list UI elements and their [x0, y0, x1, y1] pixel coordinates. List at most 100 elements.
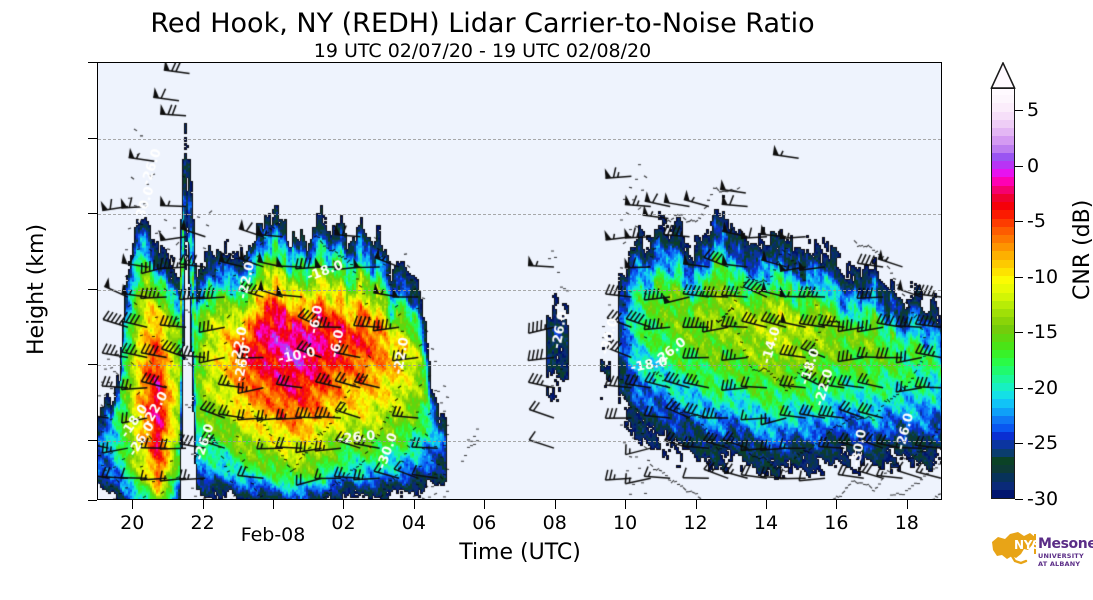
colorbar-band [992, 472, 1014, 482]
x-tick-label: 18 [894, 512, 919, 534]
x-tick-mark [413, 500, 415, 509]
y-axis-title: Height (km) [24, 223, 49, 355]
colorbar-tick-mark [1015, 499, 1023, 500]
x-tick-label: 16 [824, 512, 849, 534]
x-tick-label: 12 [683, 512, 708, 534]
colorbar-tick-mark [1015, 165, 1023, 167]
colorbar-band [992, 267, 1014, 277]
heatmap-canvas-layer [98, 63, 941, 499]
colorbar-band [992, 143, 1014, 153]
colorbar-band [992, 390, 1014, 400]
x-tick-mark [625, 500, 627, 509]
logo-divider [1034, 534, 1036, 554]
x-axis-title: Time (UTC) [459, 540, 581, 565]
colorbar-tick-label: -30 [1027, 488, 1059, 510]
colorbar-gradient [991, 88, 1015, 499]
x-tick-mark [273, 500, 275, 509]
colorbar-band [992, 259, 1014, 268]
x-tick-label: 06 [472, 512, 497, 534]
colorbar-band [992, 382, 1014, 392]
colorbar-band [992, 102, 1014, 112]
x-tick-mark [765, 500, 767, 509]
colorbar-tick-label: -15 [1027, 321, 1059, 344]
colorbar-tick-mark [1015, 332, 1023, 334]
colorbar-band [992, 168, 1014, 178]
colorbar-band [992, 234, 1014, 244]
colorbar: 5 0 -5 -10 -15 -20 -25 -30 [990, 62, 1058, 510]
nys-mesonet-logo: NYS Mesonet UNIVERSITY AT ALBANY [988, 524, 1093, 574]
colorbar-band [992, 275, 1014, 285]
colorbar-tick-label: -5 [1027, 210, 1046, 233]
x-tick-label: 08 [542, 512, 567, 534]
colorbar-band [992, 176, 1014, 186]
colorbar-band [992, 456, 1014, 466]
x-tick-label: 14 [753, 512, 779, 534]
page-subtitle: 19 UTC 02/07/20 - 19 UTC 02/08/20 [313, 40, 652, 62]
y-tick-mark [88, 137, 97, 139]
colorbar-extend-arrow [990, 62, 1016, 89]
colorbar-band [992, 127, 1014, 137]
colorbar-band [992, 333, 1014, 342]
x-tick-label: 20 [120, 512, 145, 534]
x-tick-label: 22 [190, 512, 215, 534]
colorbar-band [992, 308, 1014, 318]
colorbar-band [992, 209, 1014, 219]
colorbar-band [992, 324, 1014, 334]
y-tick-mark [88, 213, 97, 215]
x-tick-mark [836, 500, 838, 509]
y-tick-mark [88, 364, 97, 366]
colorbar-tick-label: -10 [1027, 265, 1059, 288]
y-tick-mark [88, 500, 97, 501]
colorbar-band [992, 480, 1014, 490]
colorbar-band [992, 217, 1014, 227]
x-tick-mark [906, 500, 908, 509]
colorbar-band [992, 226, 1014, 235]
colorbar-band [992, 341, 1014, 351]
colorbar-band [992, 152, 1014, 161]
x-tick-label: Feb-08 [240, 524, 306, 546]
x-tick-label: 04 [401, 512, 426, 534]
colorbar-tick-label: 5 [1027, 99, 1040, 122]
colorbar-band [992, 89, 1014, 96]
colorbar-band [992, 193, 1014, 203]
logo-university-text: UNIVERSITY AT ALBANY [1038, 552, 1084, 568]
colorbar-band [992, 431, 1014, 441]
colorbar-band [992, 135, 1014, 145]
colorbar-band [992, 349, 1014, 359]
colorbar-tick-mark [1015, 110, 1023, 112]
lidar-cnr-plot [97, 62, 942, 500]
colorbar-band [992, 423, 1014, 433]
x-tick-mark [132, 500, 134, 509]
cnr-heatmap [98, 63, 941, 499]
colorbar-tick-mark [1015, 276, 1023, 278]
colorbar-tick-label: 0 [1027, 154, 1040, 177]
colorbar-tick-label: -25 [1027, 432, 1059, 455]
colorbar-band [992, 374, 1014, 383]
colorbar-tick-mark [1015, 387, 1023, 389]
colorbar-band [992, 464, 1014, 474]
colorbar-band [992, 119, 1014, 129]
colorbar-band [992, 407, 1014, 416]
x-tick-mark [343, 500, 345, 509]
colorbar-band [992, 201, 1014, 211]
colorbar-tick-mark [1015, 443, 1023, 445]
logo-nys-text: NYS [1014, 538, 1041, 552]
colorbar-band [992, 415, 1014, 425]
colorbar-band [992, 448, 1014, 457]
colorbar-band [992, 160, 1014, 170]
colorbar-band [992, 357, 1014, 367]
colorbar-band [992, 242, 1014, 252]
y-tick-mark [88, 62, 97, 63]
colorbar-band [992, 316, 1014, 326]
colorbar-band [992, 250, 1014, 260]
colorbar-band [992, 94, 1014, 104]
colorbar-band [992, 283, 1014, 293]
page-title: Red Hook, NY (REDH) Lidar Carrier-to-Noi… [150, 8, 815, 39]
x-tick-label: 02 [331, 512, 356, 534]
colorbar-band [992, 365, 1014, 375]
colorbar-band [992, 300, 1014, 309]
x-tick-mark [202, 500, 204, 509]
x-tick-mark [554, 500, 556, 509]
x-tick-mark [484, 500, 486, 509]
x-tick-mark [695, 500, 697, 509]
